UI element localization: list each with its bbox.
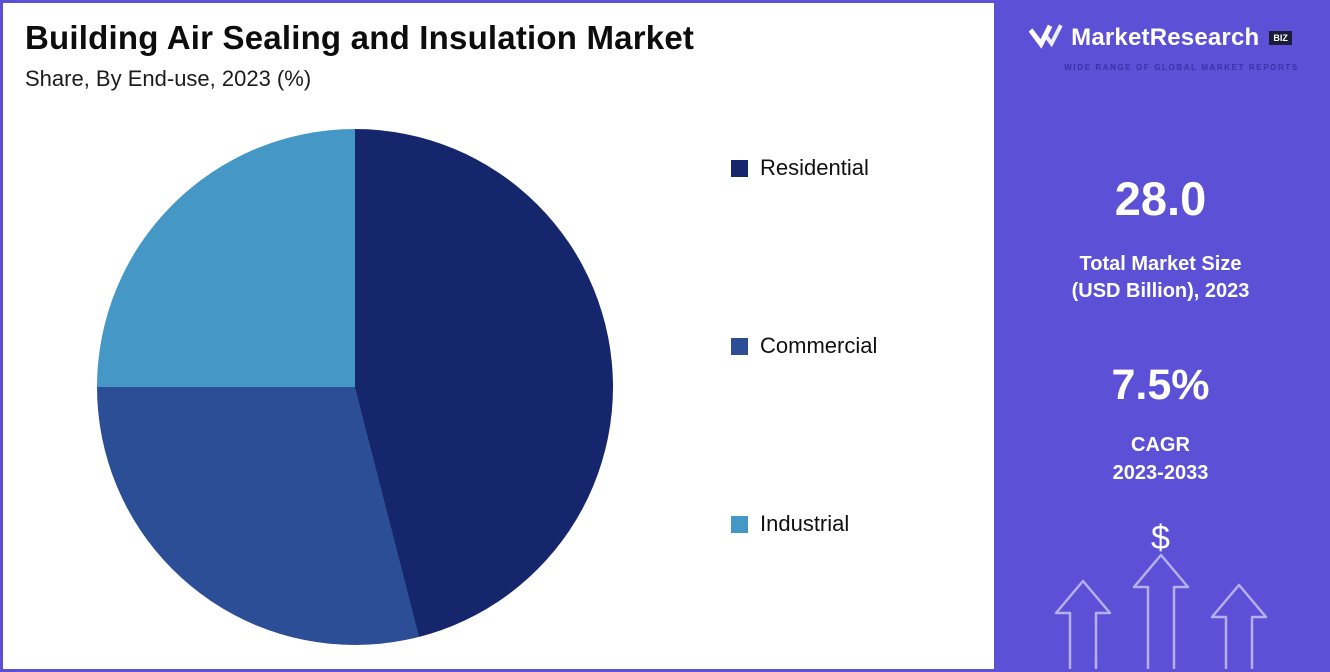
stat-market-size-value: 28.0 <box>1114 172 1207 225</box>
stat-market-size-label-line2: (USD Billion), 2023 <box>1071 280 1250 302</box>
chart-area: Building Air Sealing and Insulation Mark… <box>3 3 1000 669</box>
growth-arrows-icon <box>1054 553 1268 669</box>
legend-item-commercial: Commercial <box>731 333 877 359</box>
legend-label-residential: Residential <box>760 155 869 180</box>
brand-logo: MarketResearch BIZ <box>994 23 1327 53</box>
brand-tagline: WIDE RANGE OF GLOBAL MARKET REPORTS <box>1064 63 1299 72</box>
stat-cagr-label: CAGR 2023-2033 <box>994 431 1327 487</box>
legend-swatch-commercial <box>731 337 748 355</box>
growth-arrow-left <box>1054 579 1111 669</box>
growth-arrow-right <box>1210 583 1267 669</box>
stat-cagr-value: 7.5% <box>1111 361 1210 409</box>
brand-suffix-badge: BIZ <box>1269 31 1292 45</box>
brand-name: MarketResearch <box>1071 24 1260 51</box>
legend-label-industrial: Industrial <box>760 511 850 536</box>
dollar-icon: $ <box>1151 519 1170 557</box>
logo-icon <box>1028 23 1063 53</box>
stat-market-size-label-line1: Total Market Size <box>1079 253 1242 275</box>
legend-item-industrial: Industrial <box>731 511 877 537</box>
legend: Residential Commercial Industrial <box>731 155 877 537</box>
growth-arrow-middle <box>1132 553 1189 669</box>
sidebar: MarketResearch BIZ WIDE RANGE OF GLOBAL M… <box>994 3 1327 669</box>
chart-subtitle: Share, By End-use, 2023 (%) <box>25 65 312 91</box>
chart-title: Building Air Sealing and Insulation Mark… <box>25 19 695 56</box>
legend-label-commercial: Commercial <box>760 333 878 358</box>
legend-item-residential: Residential <box>731 155 877 181</box>
chart-header: Building Air Sealing and Insulation Mark… <box>3 3 1000 92</box>
legend-swatch-industrial <box>731 515 748 533</box>
legend-swatch-residential <box>731 159 748 177</box>
stat-cagr-label-line2: 2023-2033 <box>1112 462 1209 484</box>
stat-market-size-label: Total Market Size (USD Billion), 2023 <box>994 251 1327 305</box>
pie-chart <box>97 129 613 645</box>
stat-cagr-label-line1: CAGR <box>1131 434 1190 456</box>
